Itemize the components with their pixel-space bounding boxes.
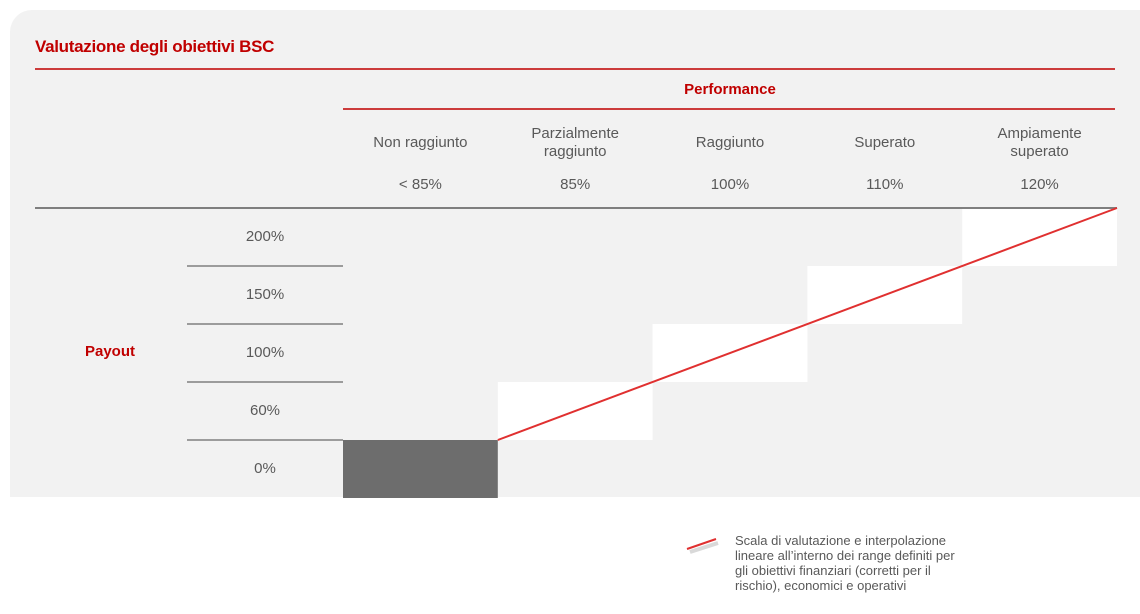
column-label: Superato [854, 134, 916, 151]
column-label: Raggiunto [695, 134, 765, 151]
row-label: 200% [245, 228, 285, 245]
interpolation-line [497, 207, 1118, 441]
column-threshold: 85% [560, 176, 591, 193]
row-label: 100% [245, 344, 285, 361]
payout-title: Payout [84, 343, 135, 360]
column-label: Ampiamente superato [997, 125, 1082, 160]
column-threshold: < 85% [398, 176, 442, 193]
title: Valutazione degli obiettivi BSC [35, 37, 275, 56]
column-threshold: 120% [1020, 176, 1059, 193]
row-label: 60% [249, 402, 281, 419]
row-label: 150% [245, 286, 285, 303]
column-threshold: 100% [710, 176, 750, 193]
baseline-cell [343, 440, 498, 498]
performance-title: Performance [684, 81, 776, 98]
legend-line [686, 538, 717, 550]
column-label: Parzialmente raggiunto [531, 125, 619, 160]
legend-text: Scala di valutazione e interpolazione li… [735, 533, 955, 593]
row-label: 0% [254, 460, 276, 477]
column-threshold: 110% [866, 176, 904, 193]
column-label: Non raggiunto [373, 134, 468, 151]
legend-shadow [689, 541, 719, 554]
